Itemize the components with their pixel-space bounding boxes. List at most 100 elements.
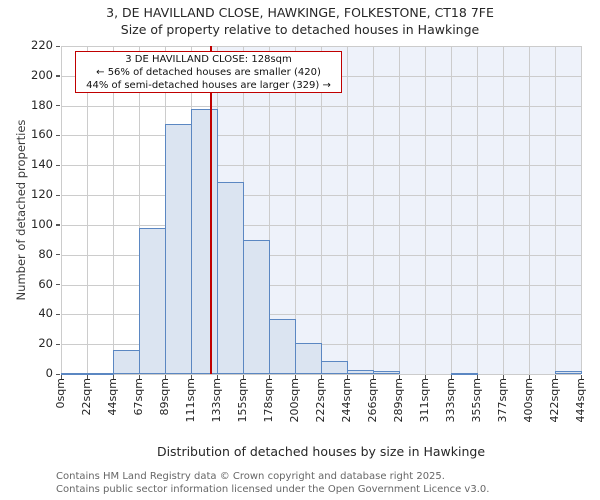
x-tick-mark xyxy=(294,375,296,379)
y-tick-label: 60 xyxy=(38,276,53,291)
marker-annotation-box: 3 DE HAVILLAND CLOSE: 128sqm ← 56% of de… xyxy=(75,51,342,93)
y-tick-label: 220 xyxy=(31,38,53,52)
y-tick-label: 160 xyxy=(31,127,53,142)
y-tick-mark xyxy=(56,105,60,107)
x-tick-label: 377sqm xyxy=(496,378,509,423)
v-gridline xyxy=(295,46,296,374)
histogram-bar xyxy=(321,360,348,374)
x-tick-label: 22sqm xyxy=(80,378,93,416)
x-tick-mark xyxy=(424,375,426,379)
h-gridline xyxy=(61,374,581,375)
histogram-bar xyxy=(555,371,582,374)
x-tick-label: 422sqm xyxy=(548,378,561,423)
v-gridline xyxy=(113,46,114,374)
y-tick-label: 140 xyxy=(31,157,53,172)
x-tick-label: 67sqm xyxy=(132,378,145,416)
footer-line-2: Contains public sector information licen… xyxy=(56,483,490,495)
y-tick-mark xyxy=(56,254,60,256)
v-gridline xyxy=(399,46,400,374)
y-tick-label: 40 xyxy=(38,306,53,321)
x-tick-mark xyxy=(112,375,114,379)
x-tick-mark xyxy=(580,375,582,379)
histogram-bar xyxy=(139,227,166,374)
plot-area: 3 DE HAVILLAND CLOSE: 128sqm ← 56% of de… xyxy=(61,46,582,376)
v-gridline xyxy=(503,46,504,374)
x-tick-mark xyxy=(450,375,452,379)
x-tick-mark xyxy=(398,375,400,379)
histogram-bar xyxy=(295,342,322,374)
histogram-bar xyxy=(191,108,218,374)
histogram-bar xyxy=(87,372,114,375)
v-gridline xyxy=(555,46,556,374)
y-tick-mark xyxy=(56,134,60,137)
x-tick-label: 178sqm xyxy=(262,378,275,423)
y-tick-mark xyxy=(56,45,60,47)
v-gridline xyxy=(529,46,530,374)
v-gridline xyxy=(581,46,582,374)
v-gridline xyxy=(451,46,452,374)
x-tick-label: 355sqm xyxy=(470,378,483,423)
v-gridline xyxy=(87,46,88,374)
v-gridline xyxy=(477,46,478,374)
histogram-bar xyxy=(61,372,88,375)
histogram-bar xyxy=(165,123,192,374)
chart-title: 3, DE HAVILLAND CLOSE, HAWKINGE, FOLKEST… xyxy=(106,5,494,20)
v-gridline xyxy=(347,46,348,374)
y-tick-label: 180 xyxy=(31,97,53,112)
chart-subtitle: Size of property relative to detached ho… xyxy=(120,22,480,37)
y-tick-mark xyxy=(56,194,60,196)
x-tick-label: 89sqm xyxy=(158,378,171,416)
footer-line-1: Contains HM Land Registry data © Crown c… xyxy=(56,471,445,482)
histogram-bar xyxy=(217,181,244,374)
histogram-bar xyxy=(269,318,296,374)
annotation-line-1: 3 DE HAVILLAND CLOSE: 128sqm xyxy=(125,54,292,65)
x-tick-mark xyxy=(216,375,218,379)
v-gridline xyxy=(425,46,426,374)
x-tick-label: 133sqm xyxy=(210,378,223,423)
histogram-bar xyxy=(347,369,374,374)
y-tick-label: 200 xyxy=(31,67,53,82)
x-tick-label: 266sqm xyxy=(366,378,379,423)
x-tick-label: 311sqm xyxy=(418,378,431,423)
y-tick-mark xyxy=(56,373,60,375)
x-tick-mark xyxy=(60,375,62,379)
y-tick-mark xyxy=(56,284,60,286)
histogram-bar xyxy=(243,239,270,374)
histogram-bar xyxy=(451,372,478,375)
y-tick-label: 120 xyxy=(31,187,53,202)
annotation-line-2: ← 56% of detached houses are smaller (42… xyxy=(96,67,321,78)
y-tick-mark xyxy=(56,224,60,226)
y-tick-label: 0 xyxy=(45,366,53,380)
x-tick-label: 44sqm xyxy=(106,378,119,416)
histogram-bar xyxy=(373,371,400,374)
x-tick-mark xyxy=(502,375,504,379)
y-tick-label: 100 xyxy=(31,216,53,231)
x-tick-mark xyxy=(242,375,244,379)
footer-attribution: Contains HM Land Registry data © Crown c… xyxy=(56,471,489,496)
v-gridline xyxy=(61,46,62,374)
y-tick-mark xyxy=(56,313,60,316)
x-tick-mark xyxy=(164,375,166,379)
x-tick-label: 244sqm xyxy=(340,378,353,423)
v-gridline xyxy=(139,46,140,374)
x-tick-label: 200sqm xyxy=(288,378,301,423)
x-tick-label: 222sqm xyxy=(314,378,327,423)
x-tick-mark xyxy=(320,375,322,379)
annotation-line-3: 44% of semi-detached houses are larger (… xyxy=(86,80,331,91)
x-tick-mark xyxy=(138,375,140,379)
x-tick-label: 333sqm xyxy=(444,378,457,423)
x-tick-mark xyxy=(528,375,530,379)
histogram-bar xyxy=(113,350,140,374)
y-tick-label: 80 xyxy=(38,246,53,261)
v-gridline xyxy=(321,46,322,374)
x-tick-mark xyxy=(86,375,88,379)
x-tick-label: 444sqm xyxy=(574,378,587,423)
x-tick-label: 289sqm xyxy=(392,378,405,423)
x-tick-label: 155sqm xyxy=(236,378,249,423)
y-tick-mark xyxy=(56,343,60,345)
property-size-marker-line xyxy=(210,46,212,374)
v-gridline xyxy=(269,46,270,374)
v-gridline xyxy=(373,46,374,374)
y-tick-mark xyxy=(56,75,60,77)
